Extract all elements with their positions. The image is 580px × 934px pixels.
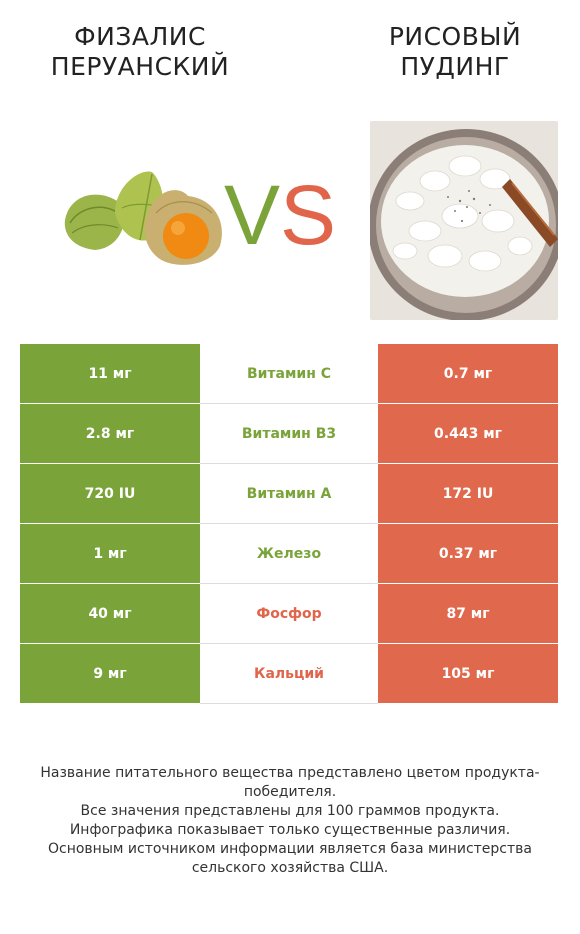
vs-s-letter: S bbox=[280, 168, 337, 262]
nutrient-name: Витамин C bbox=[200, 344, 378, 404]
table-row: 11 мг Витамин C 0.7 мг bbox=[20, 344, 558, 404]
left-value: 11 мг bbox=[20, 344, 200, 404]
table-row: 40 мг Фосфор 87 мг bbox=[20, 583, 558, 644]
footer-line-per-100g: Все значения представлены для 100 граммо… bbox=[80, 803, 500, 819]
rice-pudding-image bbox=[370, 121, 558, 320]
footer-line-color: Название питательного вещества представл… bbox=[40, 765, 540, 800]
right-value: 172 IU bbox=[378, 463, 558, 524]
table-row: 1 мг Железо 0.37 мг bbox=[20, 523, 558, 584]
left-value: 40 мг bbox=[20, 583, 200, 644]
table-row: 9 мг Кальций 105 мг bbox=[20, 643, 558, 704]
vs-v-letter: V bbox=[224, 168, 281, 262]
left-value: 720 IU bbox=[20, 463, 200, 524]
right-value: 87 мг bbox=[378, 583, 558, 644]
nutrient-name: Кальций bbox=[200, 643, 378, 704]
left-value: 2.8 мг bbox=[20, 403, 200, 464]
nutrient-name: Витамин A bbox=[200, 463, 378, 524]
footer-line-differences: Инфографика показывает только существенн… bbox=[69, 822, 511, 838]
right-value: 0.37 мг bbox=[378, 523, 558, 584]
right-product-title: Рисовый пудинг bbox=[388, 22, 522, 81]
cinnamon-stick bbox=[502, 179, 558, 247]
table-row: 720 IU Витамин A 172 IU bbox=[20, 463, 558, 524]
right-value: 0.443 мг bbox=[378, 403, 558, 464]
left-value: 1 мг bbox=[20, 523, 200, 584]
footer-notes: Название питательного вещества представл… bbox=[20, 764, 560, 878]
nutrient-name: Витамин B3 bbox=[200, 403, 378, 464]
comparison-table: 11 мг Витамин C 0.7 мг 2.8 мг Витамин B3 0.44… bbox=[20, 344, 558, 704]
vs-label: VS bbox=[224, 165, 336, 265]
nutrient-name: Фосфор bbox=[200, 583, 378, 644]
left-value: 9 мг bbox=[20, 643, 200, 704]
table-row: 2.8 мг Витамин B3 0.443 мг bbox=[20, 403, 558, 464]
footer-line-source: Основным источником информации является … bbox=[48, 841, 532, 876]
physalis-husk-left bbox=[64, 194, 125, 250]
nutrient-name: Железо bbox=[200, 523, 378, 584]
physalis-image bbox=[64, 171, 222, 265]
right-value: 0.7 мг bbox=[378, 344, 558, 404]
left-product-title: Физалис перуанский bbox=[50, 22, 230, 81]
physalis-opened bbox=[144, 190, 222, 265]
right-value: 105 мг bbox=[378, 643, 558, 704]
